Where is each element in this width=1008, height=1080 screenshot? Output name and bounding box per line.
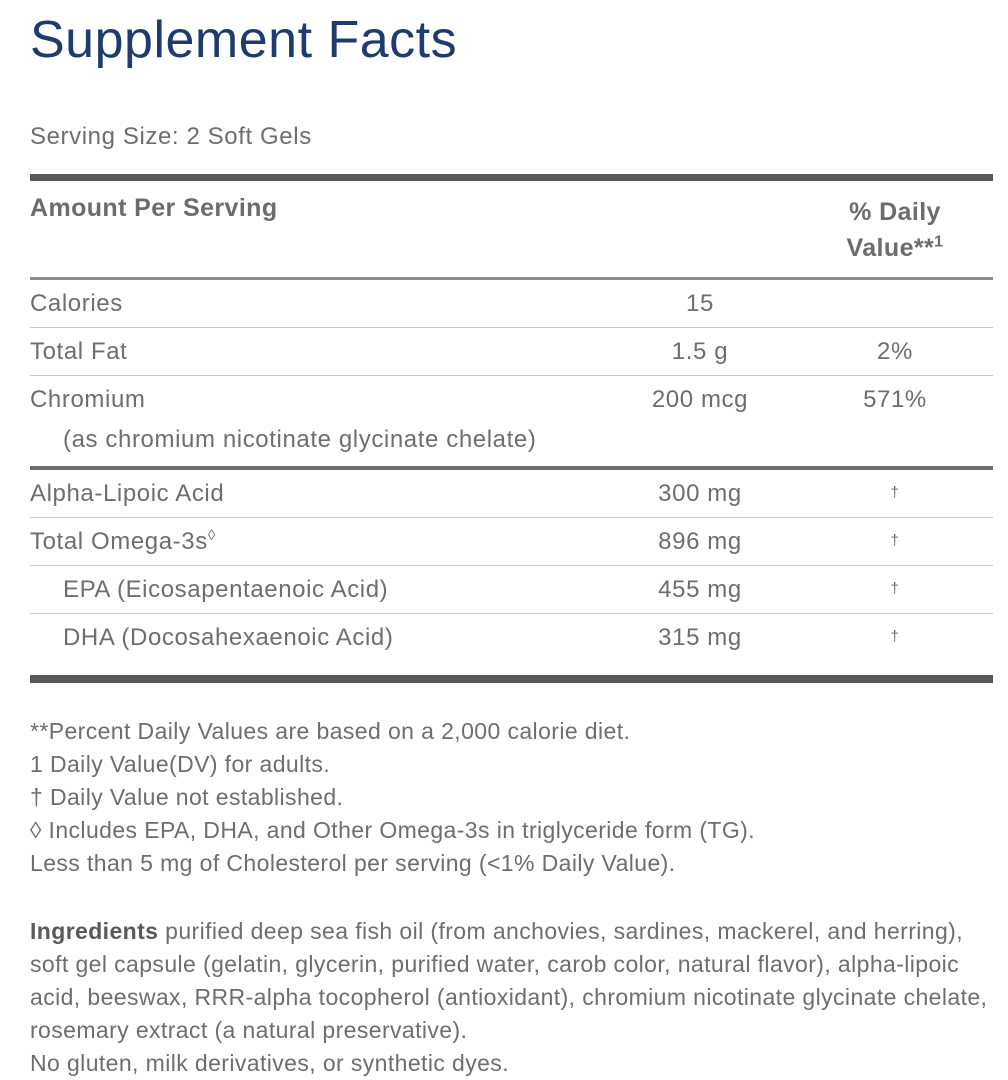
ingredients-section: Ingredients purified deep sea fish oil (…	[30, 915, 993, 1080]
footnote-cholesterol: Less than 5 mg of Cholesterol per servin…	[30, 849, 676, 876]
nutrient-amount: 1.5 g	[671, 337, 729, 365]
ingredients-list: purified deep sea fish oil (from anchovi…	[30, 917, 988, 1043]
nutrient-name: Calories	[30, 289, 123, 317]
row-divider	[30, 374, 993, 376]
header-divider	[30, 276, 993, 280]
nutrient-name: Chromium	[30, 385, 146, 413]
nutrient-daily-value: †	[890, 579, 900, 597]
nutrient-name: Total Omega-3s◊	[30, 526, 216, 555]
table-row-total-omega-3s: Total Omega-3s◊ 896 mg †	[30, 518, 993, 565]
nutrient-daily-value: †	[890, 627, 900, 645]
footnotes-section: **Percent Daily Values are based on a 2,…	[30, 715, 993, 880]
nutrient-name: Total Fat	[30, 337, 128, 365]
table-row-epa: EPA (Eicosapentaenoic Acid) 455 mg †	[30, 566, 993, 613]
table-row-alpha-lipoic-acid: Alpha-Lipoic Acid 300 mg †	[30, 470, 993, 517]
footnote-daily-value-not-established: † Daily Value not established.	[30, 783, 344, 810]
nutrient-amount: 200 mcg	[651, 385, 749, 413]
row-divider	[30, 326, 993, 328]
nutrient-source-detail: (as chromium nicotinate glycinate chelat…	[63, 425, 537, 453]
daily-value-footnote-marker: 1	[934, 233, 944, 251]
omega-footnote-marker: ◊	[207, 526, 216, 544]
table-row-dha: DHA (Docosahexaenoic Acid) 315 mg †	[30, 614, 993, 675]
footnote-daily-value-adults: 1 Daily Value(DV) for adults.	[30, 750, 331, 777]
nutrient-amount: 315 mg	[658, 623, 742, 651]
nutrient-amount: 896 mg	[658, 527, 742, 555]
nutrient-name: EPA (Eicosapentaenoic Acid)	[63, 575, 389, 603]
amount-per-serving-header: Amount Per Serving	[30, 194, 278, 222]
table-row-calories: Calories 15	[30, 280, 993, 327]
table-header-row: Amount Per Serving % Daily Value**1	[30, 181, 993, 277]
footnote-omega-triglyceride: ◊ Includes EPA, DHA, and Other Omega-3s …	[30, 816, 756, 843]
nutrient-amount: 15	[686, 289, 714, 317]
nutrient-daily-value: †	[890, 483, 900, 501]
section-divider	[30, 465, 993, 470]
nutrient-name: Alpha-Lipoic Acid	[30, 479, 225, 507]
row-divider	[30, 612, 993, 614]
nutrient-daily-value: †	[890, 531, 900, 549]
ingredients-paragraph: Ingredients purified deep sea fish oil (…	[30, 915, 993, 1047]
nutrient-daily-value: 571%	[863, 385, 927, 413]
footnote-percent-daily-values: **Percent Daily Values are based on a 2,…	[30, 717, 631, 744]
table-row-chromium: Chromium 200 mcg 571% (as chromium nicot…	[30, 376, 993, 466]
page-title: Supplement Facts	[30, 11, 458, 69]
ingredients-label: Ingredients	[30, 917, 159, 944]
row-divider	[30, 564, 993, 566]
nutrient-amount: 455 mg	[658, 575, 742, 603]
allergen-note: No gluten, milk derivatives, or syntheti…	[30, 1049, 509, 1076]
daily-value-header-line1: % Daily	[849, 198, 941, 226]
table-bottom-rule	[30, 674, 993, 683]
daily-value-header: % Daily Value**1	[797, 194, 993, 267]
row-divider	[30, 516, 993, 518]
table-row-total-fat: Total Fat 1.5 g 2%	[30, 328, 993, 375]
serving-size-text: Serving Size: 2 Soft Gels	[30, 123, 312, 150]
nutrient-amount: 300 mg	[658, 479, 742, 507]
daily-value-header-line2: Value**	[846, 234, 935, 263]
nutrient-daily-value: 2%	[877, 337, 913, 365]
nutrient-name: DHA (Docosahexaenoic Acid)	[63, 623, 394, 651]
table-top-rule	[30, 174, 993, 181]
